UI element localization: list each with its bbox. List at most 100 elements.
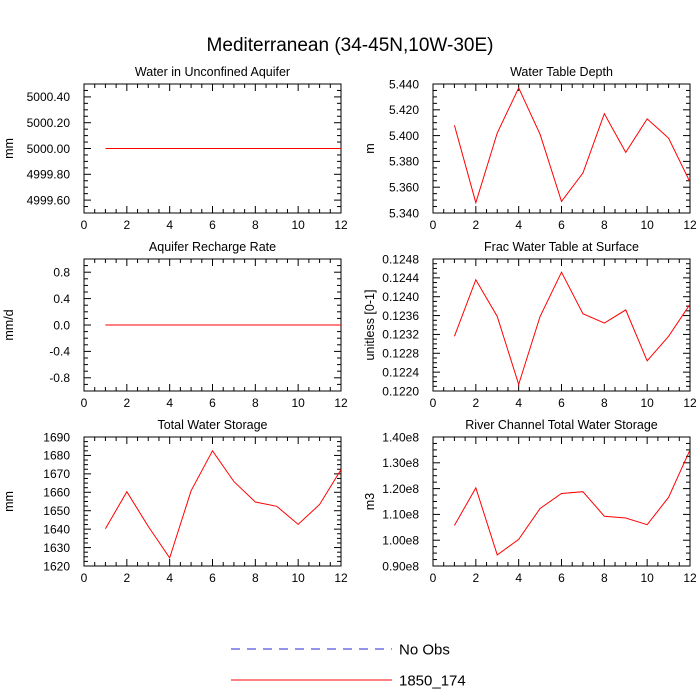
y-tick-label: 4999.80 [27,168,71,182]
panel-title: Water in Unconfined Aquifer [135,65,290,79]
x-tick-label: 12 [683,571,697,585]
legend-label: No Obs [399,642,450,659]
panel-total-water-storage: Total Water Storage 0 2 4 6 8 10 12 1620 1630 1640… [2,418,348,585]
x-tick-label: 8 [252,571,259,585]
x-tick-label: 0 [430,218,437,232]
x-tick-label: 6 [558,571,565,585]
panel-frac-water-table-at-surface: Frac Water Table at Surface 0 2 4 6 8 10 12 0.12… [363,240,697,410]
plot-frame [432,258,691,392]
y-axis-label: m [363,143,377,153]
x-tick-label: 0 [81,218,88,232]
x-tick-label: 12 [334,571,348,585]
y-tick-label: 0.90e8 [382,559,419,573]
y-tick-label: 1660 [43,486,70,500]
x-tick-label: 8 [252,218,259,232]
panel-aquifer-recharge-rate: Aquifer Recharge Rate 0 2 4 6 8 10 12 -0.8 -0.4 0.… [2,240,348,410]
y-tick-label: 0.8 [53,266,70,280]
legend-label: 1850_174 [399,673,466,690]
y-tick-label: 0.1240 [382,290,419,304]
x-tick-label: 6 [558,218,565,232]
panel-title: Water Table Depth [510,65,613,79]
y-tick-label: 5.360 [389,181,419,195]
x-tick-label: 0 [430,571,437,585]
x-tick-label: 4 [166,396,173,410]
y-tick-label: 5.440 [389,77,419,91]
panel-title: Total Water Storage [157,418,267,432]
plot-frame [83,436,342,567]
x-tick-label: 8 [601,571,608,585]
y-tick-label: 5.340 [389,206,419,220]
x-tick-label: 4 [166,218,173,232]
x-tick-label: 0 [430,396,437,410]
y-axis-label: mm [2,491,16,512]
x-tick-label: 12 [334,396,348,410]
legend-item-1850-174: 1850_174 [231,673,466,690]
y-tick-label: 0.1220 [382,384,419,398]
y-tick-label: 1.20e8 [382,482,419,496]
y-tick-label: 5000.20 [27,116,71,130]
x-tick-label: 2 [123,396,130,410]
y-tick-label: 1.30e8 [382,456,419,470]
x-tick-label: 0 [81,396,88,410]
legend-item-no-obs: No Obs [231,642,450,659]
x-tick-label: 12 [334,218,348,232]
x-tick-label: 6 [209,571,216,585]
y-tick-label: 5000.00 [27,142,71,156]
series-line-1850-174 [104,449,341,560]
panel-title: Frac Water Table at Surface [484,240,639,254]
x-tick-label: 2 [472,218,479,232]
y-tick-label: 5.420 [389,103,419,117]
y-tick-label: 1670 [43,467,70,481]
panel-title: Aquifer Recharge Rate [149,240,276,254]
x-tick-label: 6 [209,396,216,410]
y-tick-label: -0.4 [49,345,70,359]
x-tick-label: 10 [640,218,654,232]
y-tick-label: 5.400 [389,129,419,143]
y-tick-label: 5000.40 [27,90,71,104]
y-axis-label: mm/d [2,309,16,340]
x-tick-label: 12 [683,218,697,232]
y-axis-label: mm [2,138,16,159]
x-tick-label: 6 [209,218,216,232]
x-tick-label: 2 [123,218,130,232]
y-tick-label: 0.1244 [382,271,419,285]
plot-frame [432,83,691,214]
panels: Water in Unconfined Aquifer 0 2 4 6 8 10 12 4999… [2,65,697,585]
x-tick-label: 10 [291,396,305,410]
x-tick-label: 8 [601,396,608,410]
x-tick-label: 2 [472,571,479,585]
y-tick-label: 0.1232 [382,328,419,342]
y-tick-label: 1650 [43,504,70,518]
x-tick-label: 8 [252,396,259,410]
y-tick-label: 1620 [43,559,70,573]
y-axis-label: unitless [0-1] [363,290,377,361]
legend: No Obs 1850_174 [231,642,466,690]
x-tick-label: 2 [472,396,479,410]
y-tick-label: 0.4 [53,292,70,306]
x-tick-label: 4 [166,571,173,585]
y-tick-label: 0.1224 [382,365,419,379]
x-tick-label: 10 [640,396,654,410]
y-axis-label: m3 [363,493,377,510]
y-tick-label: 1.40e8 [382,430,419,444]
x-tick-label: 4 [515,218,522,232]
x-tick-label: 10 [291,218,305,232]
x-tick-label: 8 [601,218,608,232]
y-tick-label: 1640 [43,522,70,536]
series-line-1850-174 [453,449,690,556]
panel-water-in-unconfined-aquifer: Water in Unconfined Aquifer 0 2 4 6 8 10 12 4999… [2,65,348,232]
y-tick-label: 0.1228 [382,347,419,361]
y-tick-label: 1690 [43,430,70,444]
panel-water-table-depth: Water Table Depth 0 2 4 6 8 10 12 5.340 5.360 5.38… [363,65,697,232]
x-tick-label: 4 [515,571,522,585]
y-tick-label: -0.8 [49,371,70,385]
x-tick-label: 0 [81,571,88,585]
y-tick-label: 1680 [43,449,70,463]
x-tick-label: 10 [640,571,654,585]
y-tick-label: 0.1248 [382,252,419,266]
x-tick-label: 6 [558,396,565,410]
plot-frame [432,436,691,567]
x-tick-label: 4 [515,396,522,410]
panel-river-channel-total-water-storage: River Channel Total Water Storage 0 2 4 6 8 10… [363,418,697,585]
